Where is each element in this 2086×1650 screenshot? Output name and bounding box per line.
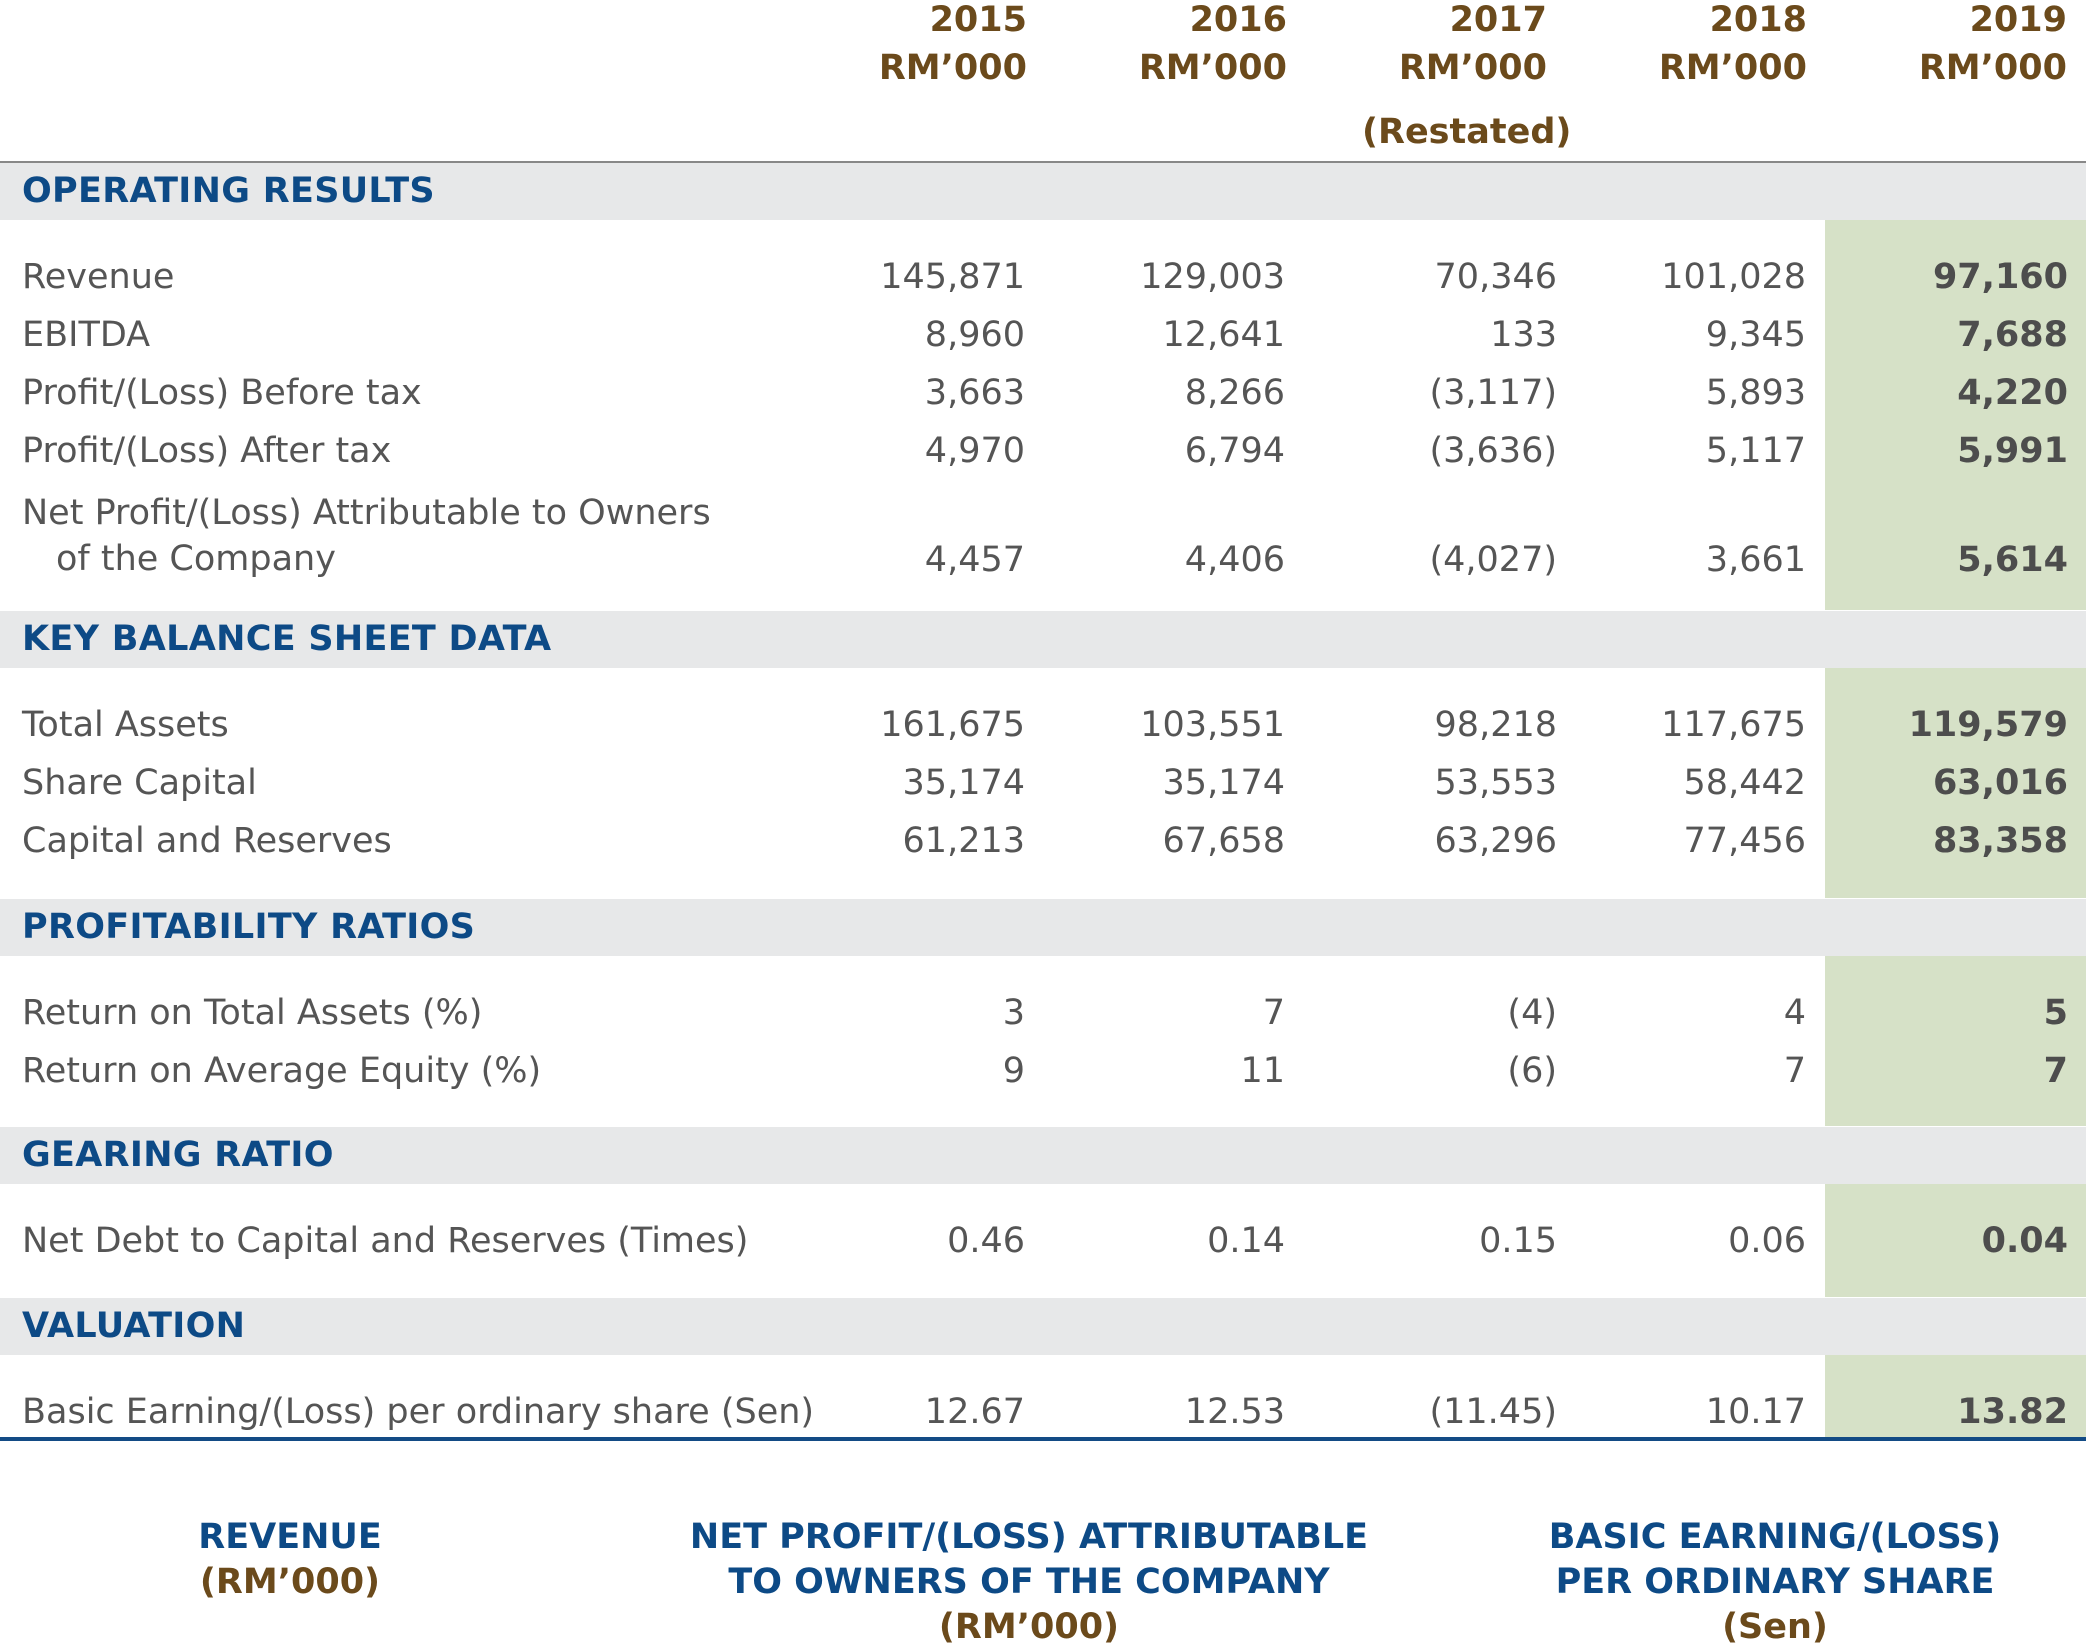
- restated-note: (Restated): [1362, 112, 1572, 152]
- section-gearing-ratio: GEARING RATIO: [0, 1127, 2086, 1184]
- highlight-2019-operating: [1825, 220, 2086, 610]
- row-return-average-equity: Return on Average Equity (%) 9 11 (6) 7 …: [22, 1051, 2068, 1091]
- row-net-profit-owners: Net Profit/(Loss) Attributable to Owners…: [22, 493, 2068, 580]
- year-header-2019: 2019 RM’000: [1918, 0, 2067, 88]
- highlight-2019-gearing: [1825, 1184, 2086, 1297]
- year-header-2016: 2016 RM’000: [1138, 0, 1287, 88]
- row-total-assets: Total Assets 161,675 103,551 98,218 117,…: [22, 705, 2068, 745]
- row-label-line2: of the Company: [56, 539, 336, 579]
- section-valuation: VALUATION: [0, 1298, 2086, 1355]
- row-share-capital: Share Capital 35,174 35,174 53,553 58,44…: [22, 763, 2068, 803]
- section-operating-results: OPERATING RESULTS: [0, 163, 2086, 220]
- year-header-2015: 2015 RM’000: [878, 0, 1027, 88]
- section-key-balance-sheet: KEY BALANCE SHEET DATA: [0, 611, 2086, 668]
- year-header-2018: 2018 RM’000: [1658, 0, 1807, 88]
- row-basic-earning: Basic Earning/(Loss) per ordinary share …: [22, 1392, 2068, 1432]
- row-profit-before-tax: Profit/(Loss) Before tax 3,663 8,266 (3,…: [22, 373, 2068, 413]
- chart-title-basic-earning: BASIC EARNING/(LOSS) PER ORDINARY SHARE …: [1548, 1517, 2002, 1647]
- highlight-2019-valuation: [1825, 1355, 2086, 1437]
- chart-title-revenue: REVENUE (RM’000): [198, 1517, 382, 1602]
- row-net-debt: Net Debt to Capital and Reserves (Times)…: [22, 1221, 2068, 1261]
- table-bottom-rule: [0, 1437, 2086, 1441]
- row-return-total-assets: Return on Total Assets (%) 3 7 (4) 4 5: [22, 993, 2068, 1033]
- row-profit-after-tax: Profit/(Loss) After tax 4,970 6,794 (3,6…: [22, 431, 2068, 471]
- row-ebitda: EBITDA 8,960 12,641 133 9,345 7,688: [22, 315, 2068, 355]
- year-header-2017: 2017 RM’000: [1398, 0, 1547, 88]
- row-revenue: Revenue 145,871 129,003 70,346 101,028 9…: [22, 257, 2068, 297]
- highlight-2019-balance: [1825, 668, 2086, 898]
- chart-title-net-profit: NET PROFIT/(LOSS) ATTRIBUTABLE TO OWNERS…: [689, 1517, 1369, 1647]
- highlight-2019-profitability: [1825, 956, 2086, 1126]
- header-divider: [0, 161, 2086, 163]
- section-profitability-ratios: PROFITABILITY RATIOS: [0, 899, 2086, 956]
- row-label-line1: Net Profit/(Loss) Attributable to Owners: [22, 493, 711, 533]
- row-capital-reserves: Capital and Reserves 61,213 67,658 63,29…: [22, 821, 2068, 861]
